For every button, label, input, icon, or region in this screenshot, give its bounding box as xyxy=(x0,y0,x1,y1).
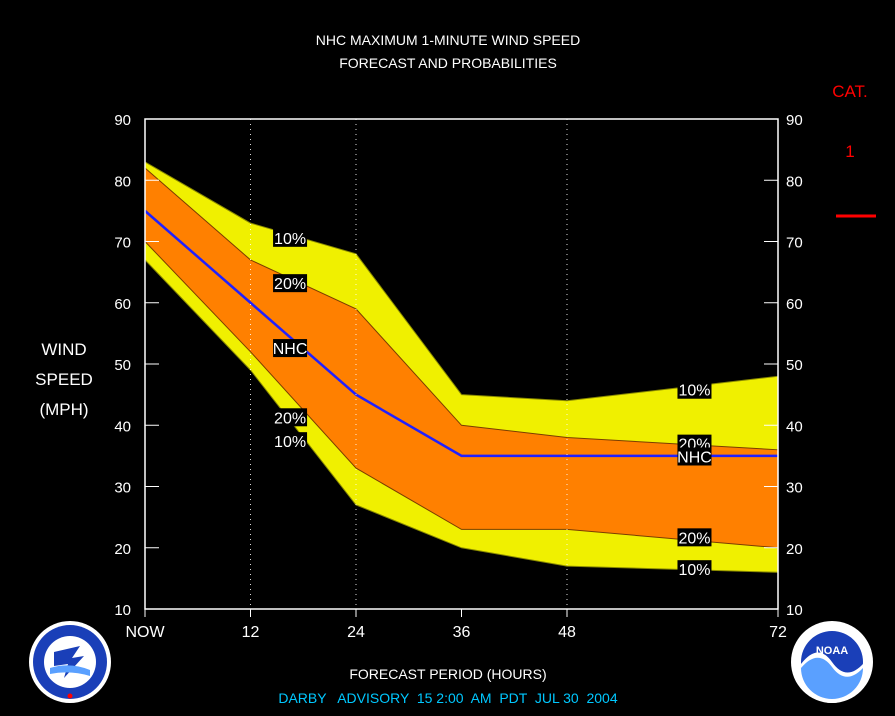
y-tick-label-right: 80 xyxy=(786,173,803,190)
y-axis-label-line-3: (MPH) xyxy=(39,400,88,419)
band-label-text: 10% xyxy=(274,434,306,451)
y-tick-label-left: 40 xyxy=(114,418,131,435)
band-label-text: 10% xyxy=(678,383,710,400)
x-tick-label: 36 xyxy=(453,624,471,641)
x-tick-label: 48 xyxy=(558,624,576,641)
band-label: NHC xyxy=(677,447,712,466)
band-label-box xyxy=(677,447,712,466)
y-tick-label-right: 90 xyxy=(786,112,803,129)
band-label: 10% xyxy=(273,228,308,248)
grid-lines xyxy=(250,119,568,609)
axes: 10 10 20 20 30 30 40 40 50 50 60 60 70 70 80 80 90 90 NOW 1… xyxy=(114,112,802,641)
band-label: 10% xyxy=(677,560,712,579)
x-tick-label: 72 xyxy=(769,624,787,641)
y-tick-label-left: 30 xyxy=(114,480,131,497)
band-label-box xyxy=(273,339,308,358)
category-label: CAT. xyxy=(832,82,868,101)
y-tick-label-left: 10 xyxy=(114,602,131,619)
band-label-box xyxy=(677,528,712,547)
y-tick-label-right: 20 xyxy=(786,541,803,558)
band-label-box xyxy=(677,380,712,399)
nws-logo-icon xyxy=(29,621,111,703)
y-tick-label-right: 70 xyxy=(786,235,803,252)
y-axis-label-line-2: SPEED xyxy=(35,370,93,389)
advisory-footer: DARBY ADVISORY 15 2:00 AM PDT JUL 30 200… xyxy=(278,690,618,706)
band-label: 20% xyxy=(273,408,308,427)
band-label-box xyxy=(273,408,308,427)
band-label-text: 10% xyxy=(274,231,306,248)
y-axis-label-line-1: WIND xyxy=(41,340,86,359)
band-label-text: 20% xyxy=(274,410,306,427)
band-label: NHC xyxy=(273,339,308,358)
y-tick-label-right: 50 xyxy=(786,357,803,374)
band-label-box xyxy=(273,228,308,247)
band-label-text: 20% xyxy=(274,276,306,293)
y-tick-label-right: 60 xyxy=(786,296,803,313)
band-label-box xyxy=(273,274,308,293)
band-label: 20% xyxy=(273,274,308,293)
band-label-text: NHC xyxy=(677,449,712,466)
y-tick-label-left: 20 xyxy=(114,541,131,558)
chart-subtitle: FORECAST AND PROBABILITIES xyxy=(339,55,557,71)
band-label-text: NHC xyxy=(273,341,308,358)
band-label: 10% xyxy=(273,432,308,451)
x-tick-label: NOW xyxy=(125,624,165,641)
x-axis-label: FORECAST PERIOD (HOURS) xyxy=(349,666,546,682)
y-tick-label-left: 90 xyxy=(114,112,131,129)
nhc-forecast-line xyxy=(144,209,778,458)
x-tick-label: 24 xyxy=(347,624,365,641)
y-tick-label-left: 60 xyxy=(114,296,131,313)
svg-text:NOAA: NOAA xyxy=(816,645,848,657)
y-tick-label-right: 30 xyxy=(786,480,803,497)
band-label-text: 10% xyxy=(678,562,710,579)
y-tick-label-left: 70 xyxy=(114,235,131,252)
y-tick-label-left: 80 xyxy=(114,173,131,190)
band-label-box xyxy=(677,560,712,579)
y-tick-label-left: 50 xyxy=(114,357,131,374)
band-label: 10% xyxy=(677,380,712,400)
category-value: 1 xyxy=(845,142,854,161)
x-tick-label: 12 xyxy=(242,624,260,641)
band-label-box xyxy=(273,432,308,451)
y-tick-label-right: 40 xyxy=(786,418,803,435)
y-tick-label-right: 10 xyxy=(786,602,803,619)
probability-bands xyxy=(144,161,779,573)
chart-title: NHC MAXIMUM 1-MINUTE WIND SPEED xyxy=(316,32,580,48)
band-label: 20% xyxy=(677,528,712,547)
noaa-logo-icon: NOAA xyxy=(791,621,873,703)
band-label-text: 20% xyxy=(678,530,710,547)
